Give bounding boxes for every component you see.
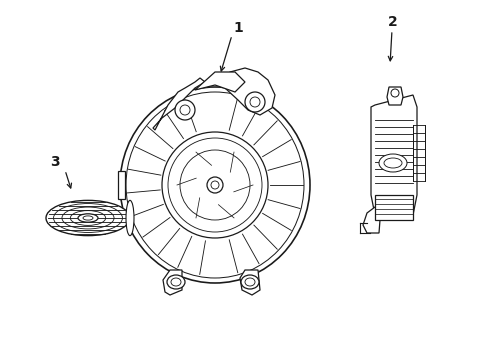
Ellipse shape — [379, 154, 407, 172]
Polygon shape — [363, 207, 381, 233]
Ellipse shape — [207, 177, 223, 193]
Polygon shape — [153, 78, 205, 130]
Polygon shape — [163, 270, 182, 295]
Ellipse shape — [391, 89, 399, 97]
Ellipse shape — [126, 201, 134, 236]
Polygon shape — [387, 87, 403, 105]
Ellipse shape — [78, 214, 98, 222]
Polygon shape — [218, 68, 275, 115]
Text: 3: 3 — [50, 155, 60, 169]
Text: 2: 2 — [388, 15, 398, 29]
Ellipse shape — [167, 275, 185, 289]
Ellipse shape — [241, 275, 259, 289]
Polygon shape — [118, 171, 125, 199]
Ellipse shape — [162, 132, 268, 238]
Ellipse shape — [46, 201, 130, 236]
Polygon shape — [371, 95, 417, 215]
Polygon shape — [375, 195, 413, 220]
Polygon shape — [240, 270, 260, 295]
Ellipse shape — [175, 100, 195, 120]
Polygon shape — [195, 72, 245, 92]
Ellipse shape — [120, 87, 310, 283]
Text: 1: 1 — [233, 21, 243, 35]
Ellipse shape — [245, 92, 265, 112]
